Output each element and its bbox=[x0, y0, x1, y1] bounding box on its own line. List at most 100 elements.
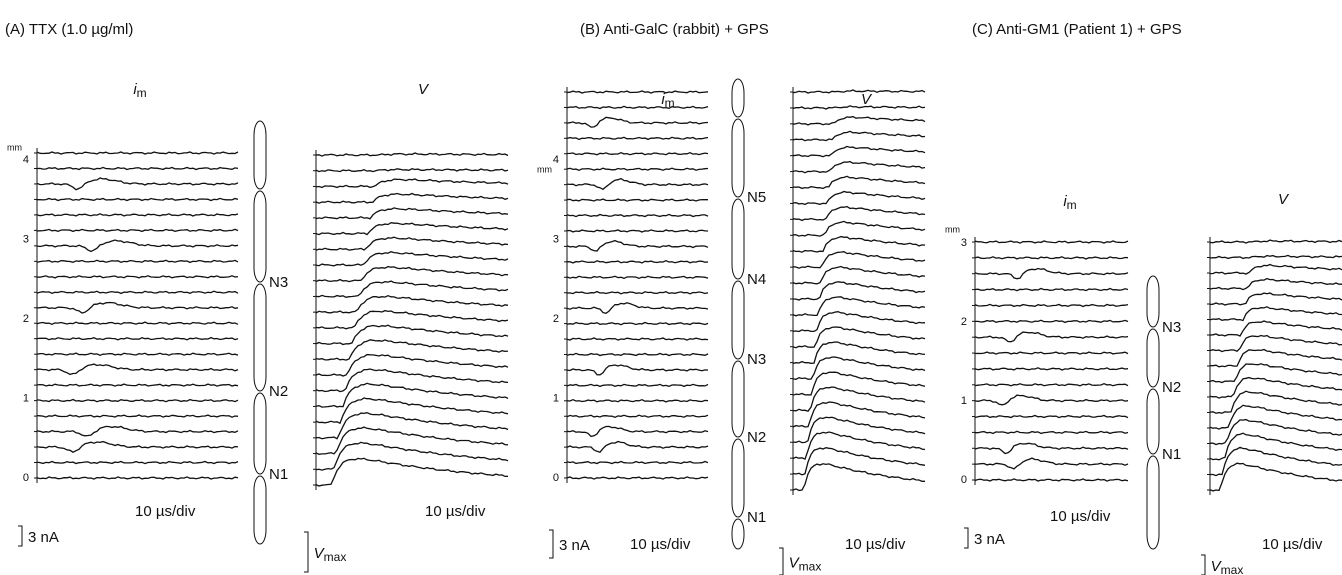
internode bbox=[1146, 388, 1160, 455]
trace bbox=[792, 190, 926, 206]
trace bbox=[1209, 277, 1342, 291]
node-label: N3 bbox=[1162, 319, 1181, 336]
axis-tick-label: 2 bbox=[553, 313, 559, 325]
axis-tick-label: 4 bbox=[553, 154, 559, 166]
trace bbox=[566, 116, 709, 128]
trace bbox=[792, 205, 926, 222]
time-scale: 10 µs/div bbox=[425, 503, 486, 520]
current-label-symbol: i bbox=[133, 81, 137, 98]
current-label-subscript: m bbox=[1067, 198, 1077, 212]
node-label: N3 bbox=[747, 351, 766, 368]
voltage-scale: Vmax bbox=[789, 554, 822, 573]
trace bbox=[974, 303, 1129, 308]
trace bbox=[975, 430, 1129, 435]
trace bbox=[792, 130, 926, 142]
trace bbox=[315, 280, 509, 298]
trace bbox=[792, 251, 926, 269]
trace bbox=[36, 425, 239, 437]
trace bbox=[974, 267, 1129, 280]
time-scale: 10 µs/div bbox=[630, 536, 691, 553]
voltage-label: V bbox=[418, 81, 430, 98]
current-label: im bbox=[661, 91, 674, 110]
trace bbox=[566, 167, 709, 172]
scale-bar bbox=[304, 531, 309, 573]
axis-tick-label: 1 bbox=[553, 392, 559, 404]
trace bbox=[1209, 418, 1342, 446]
trace bbox=[1209, 239, 1342, 244]
trace bbox=[566, 425, 709, 438]
trace bbox=[974, 367, 1129, 371]
current-label-symbol: i bbox=[661, 91, 665, 108]
panel: (B) Anti-GalC (rabbit) + GPSimmm01234VN5… bbox=[537, 21, 926, 575]
trace bbox=[792, 145, 926, 158]
trace bbox=[315, 152, 509, 157]
trace bbox=[36, 213, 239, 217]
axis-tick-label: 1 bbox=[961, 395, 967, 407]
voltage-scale-subscript: max bbox=[1221, 563, 1244, 575]
trace bbox=[1209, 334, 1342, 353]
trace bbox=[566, 229, 709, 233]
trace bbox=[792, 175, 926, 190]
current-label: im bbox=[1063, 193, 1076, 212]
trace bbox=[315, 441, 509, 471]
trace bbox=[315, 207, 509, 220]
trace bbox=[566, 460, 709, 465]
voltage-scale: Vmax bbox=[314, 545, 347, 564]
scale-bar bbox=[964, 527, 969, 549]
internode bbox=[731, 280, 745, 360]
voltage-scale-symbol: V bbox=[314, 545, 326, 562]
time-scale: 10 µs/div bbox=[1262, 536, 1323, 553]
panel-title: (B) Anti-GalC (rabbit) + GPS bbox=[580, 21, 769, 38]
trace bbox=[1209, 376, 1342, 399]
trace bbox=[315, 294, 509, 314]
axis-unit: mm bbox=[945, 224, 960, 234]
trace bbox=[974, 394, 1129, 406]
trace bbox=[792, 463, 925, 492]
trace bbox=[566, 352, 709, 357]
internode bbox=[731, 438, 745, 518]
axis-tick-label: 3 bbox=[961, 237, 967, 249]
trace bbox=[974, 331, 1129, 343]
trace bbox=[566, 177, 709, 191]
trace bbox=[793, 220, 926, 237]
trace bbox=[566, 440, 709, 453]
trace bbox=[566, 105, 709, 110]
trace bbox=[315, 192, 509, 204]
axis-tick-label: 4 bbox=[23, 154, 29, 166]
voltage-scale-subscript: max bbox=[799, 560, 822, 574]
trace bbox=[1210, 348, 1342, 368]
trace bbox=[36, 414, 239, 418]
trace bbox=[36, 151, 239, 155]
trace bbox=[315, 353, 509, 377]
node-label: N2 bbox=[1162, 379, 1181, 396]
internode bbox=[253, 475, 267, 545]
trace bbox=[1209, 306, 1342, 322]
internode bbox=[1146, 455, 1160, 550]
internode bbox=[1146, 275, 1160, 328]
voltage-scale-subscript: max bbox=[324, 550, 347, 564]
trace bbox=[566, 259, 709, 264]
trace bbox=[1209, 254, 1342, 260]
trace bbox=[566, 239, 709, 252]
trace bbox=[792, 447, 926, 476]
node-label: N1 bbox=[747, 509, 766, 526]
axis-tick-label: 0 bbox=[961, 474, 967, 486]
trace bbox=[566, 321, 709, 326]
node-label: N4 bbox=[747, 271, 766, 288]
trace bbox=[36, 239, 239, 253]
trace bbox=[566, 302, 709, 314]
time-scale: 10 µs/div bbox=[1050, 508, 1111, 525]
internode bbox=[253, 190, 267, 283]
trace bbox=[315, 457, 509, 487]
current-label-symbol: i bbox=[1063, 193, 1067, 210]
trace bbox=[315, 265, 509, 283]
trace bbox=[792, 265, 926, 285]
axis-tick-label: 0 bbox=[553, 472, 559, 484]
trace bbox=[1209, 462, 1342, 492]
trace bbox=[566, 136, 709, 141]
trace bbox=[36, 290, 239, 295]
axis-tick-label: 0 bbox=[23, 472, 29, 484]
internode bbox=[731, 518, 745, 550]
